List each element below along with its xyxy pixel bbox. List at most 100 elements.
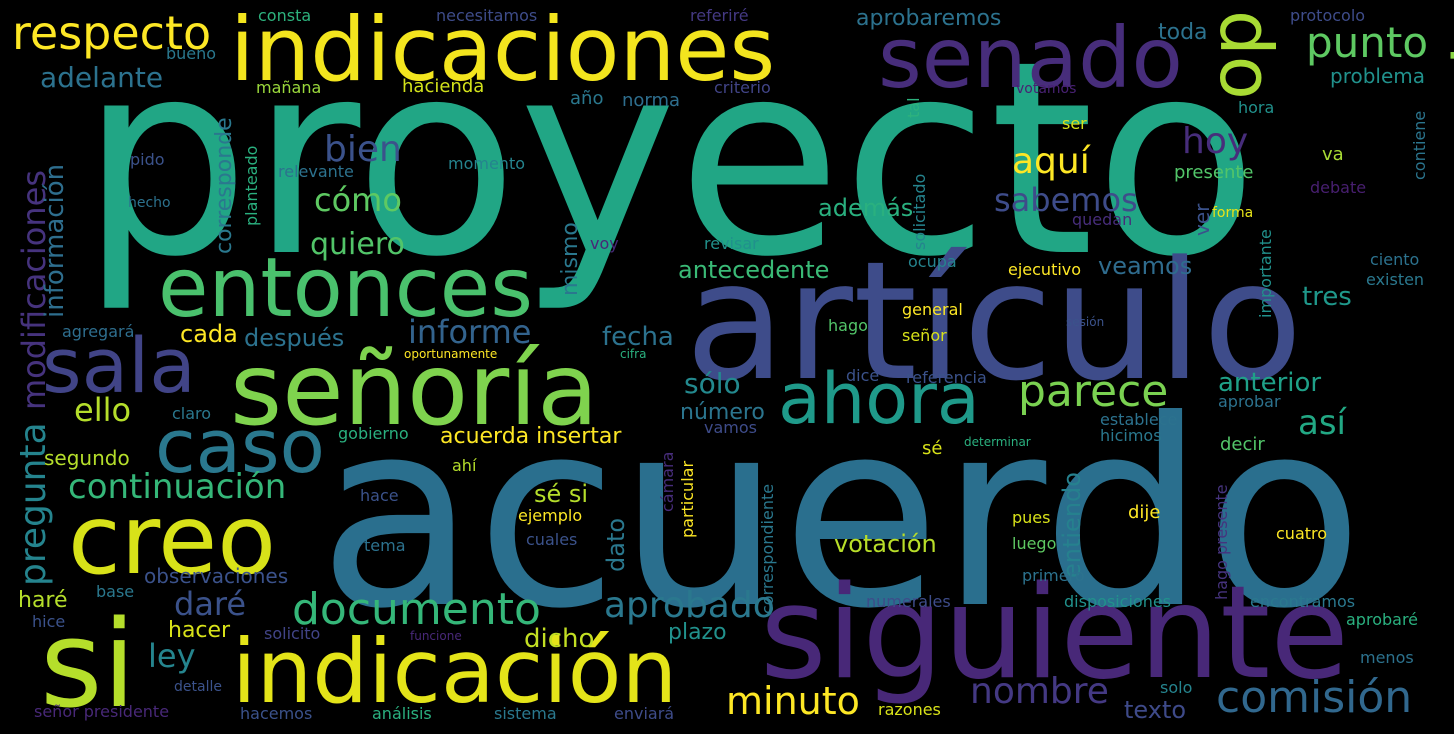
word-hare: haré xyxy=(18,588,68,613)
word-ano: año xyxy=(570,88,604,109)
word-relevante: relevante xyxy=(278,162,354,181)
word-plazo: plazo xyxy=(668,620,727,645)
word-articulo: artículo xyxy=(685,226,1303,417)
word-importante: importante xyxy=(1256,229,1275,318)
word-dije: dije xyxy=(1128,502,1161,523)
word-continuacion: continuación xyxy=(68,467,287,507)
word-como: cómo xyxy=(314,181,402,219)
word-acuerdo: acuerdo xyxy=(318,365,1364,665)
word-documento: documento xyxy=(292,584,541,635)
word-tres: tres xyxy=(1302,282,1352,312)
word-voy: voy xyxy=(590,234,619,253)
word-hago-presente: hago presente xyxy=(1212,484,1231,600)
word-corresponde: corresponde xyxy=(212,117,237,254)
word-forma: forma xyxy=(1212,205,1254,221)
word-aprobaremos: aprobaremos xyxy=(856,6,1002,31)
word-asi: así xyxy=(1298,403,1346,443)
word-hora: hora xyxy=(1238,98,1275,117)
word-votacion: votación xyxy=(834,530,937,558)
word-nombre: nombre xyxy=(970,671,1109,712)
word-senor: señor xyxy=(902,326,947,345)
word-comision: comisión xyxy=(1216,672,1413,723)
word-quedan: quedan xyxy=(1072,210,1133,229)
word-solicito: solicito xyxy=(264,624,321,643)
word-luego: luego xyxy=(1012,534,1057,553)
word-problema: problema xyxy=(1330,64,1426,88)
word-detalle: detalle xyxy=(174,679,222,695)
word-dare: daré xyxy=(174,585,247,623)
word-dice: dice xyxy=(846,366,880,385)
word-momento: momento xyxy=(448,154,526,173)
word-solicitado: solicitado xyxy=(910,173,929,250)
word-pues: pues xyxy=(1012,508,1051,527)
word-ocupa: ocupa xyxy=(908,252,957,271)
word-informacion: información xyxy=(40,163,70,318)
word-va: va xyxy=(1322,144,1344,165)
word-disposiciones: disposiciones xyxy=(1064,592,1172,611)
word-senor-presidente: señor presidente xyxy=(34,702,170,721)
word-punto: punto xyxy=(1306,18,1429,67)
word-aqui: aquí xyxy=(1012,141,1090,182)
word-indicacion: indicación xyxy=(232,620,678,723)
word-oportunamente: oportunamente xyxy=(404,347,498,361)
word-segundo: segundo xyxy=(44,446,130,470)
word-hacemos: hacemos xyxy=(240,704,313,723)
word-aprobado: aprobado xyxy=(604,585,775,626)
word-cuatro: cuatro xyxy=(1276,524,1328,543)
word-contiene: contiene xyxy=(1410,110,1429,180)
word-antecedente: antecedente xyxy=(678,256,830,284)
word-solo-accent: sólo xyxy=(684,367,741,400)
word-acuerda-insertar: acuerda insertar xyxy=(440,424,622,449)
word-solo: solo xyxy=(1160,678,1193,697)
word-entiendo: entiendo xyxy=(1058,472,1086,578)
word-encontramos: encontramos xyxy=(1250,592,1356,611)
word-vamos: vamos xyxy=(704,418,757,437)
word-ver: ver xyxy=(1190,203,1214,236)
word-senoria: señoría xyxy=(230,331,599,448)
word-hicimos: hicimos xyxy=(1100,426,1162,445)
word-gobierno: gobierno xyxy=(338,424,409,443)
word-hacienda: hacienda xyxy=(402,76,485,97)
word-ahora: ahora xyxy=(778,358,980,440)
word-ser: ser xyxy=(1062,114,1087,133)
word-hace: hace xyxy=(360,486,399,505)
word-sabemos: sabemos xyxy=(994,181,1138,219)
word-senado: senado xyxy=(878,9,1183,107)
word-revisar: revisar xyxy=(704,234,759,253)
word-entonces: entonces xyxy=(158,241,533,336)
word-ejecutivo: ejecutivo xyxy=(1008,260,1082,279)
word-sala: sala xyxy=(42,321,196,410)
word-materia: materia xyxy=(1439,0,1454,288)
word-ello: ello xyxy=(74,391,132,429)
word-hoy: hoy xyxy=(1182,121,1249,162)
word-dicho: dicho xyxy=(524,624,595,654)
word-general: general xyxy=(902,300,963,319)
word-presente: presente xyxy=(1174,162,1254,183)
word-tal: tal xyxy=(904,97,923,118)
word-criterio: criterio xyxy=(714,78,771,97)
word-informe: informe xyxy=(408,313,532,351)
word-tema: tema xyxy=(364,536,406,555)
word-necesitamos: necesitamos xyxy=(436,6,538,25)
word-bien: bien xyxy=(324,129,402,170)
word-enviara: enviará xyxy=(614,704,675,723)
word-do: do xyxy=(1204,10,1288,100)
word-base: base xyxy=(96,582,135,601)
word-camara: cámara xyxy=(658,451,677,512)
word-referire: referiré xyxy=(690,6,749,25)
word-pido: pido xyxy=(130,150,165,169)
word-particular: particular xyxy=(678,460,697,538)
word-indicaciones: indicaciones xyxy=(230,0,776,101)
word-texto: texto xyxy=(1124,696,1187,724)
word-minuto: minuto xyxy=(726,679,860,723)
word-hice: hice xyxy=(32,612,66,631)
word-despues: después xyxy=(244,324,345,352)
word-planteado: planteado xyxy=(242,145,261,226)
word-quiero: quiero xyxy=(310,227,405,262)
word-analisis: análisis xyxy=(372,704,432,723)
word-ejemplo: ejemplo xyxy=(518,506,583,525)
word-aprobar: aprobar xyxy=(1218,392,1281,411)
word-sesion: sesión xyxy=(1066,315,1105,329)
word-manana: mañana xyxy=(256,78,322,97)
